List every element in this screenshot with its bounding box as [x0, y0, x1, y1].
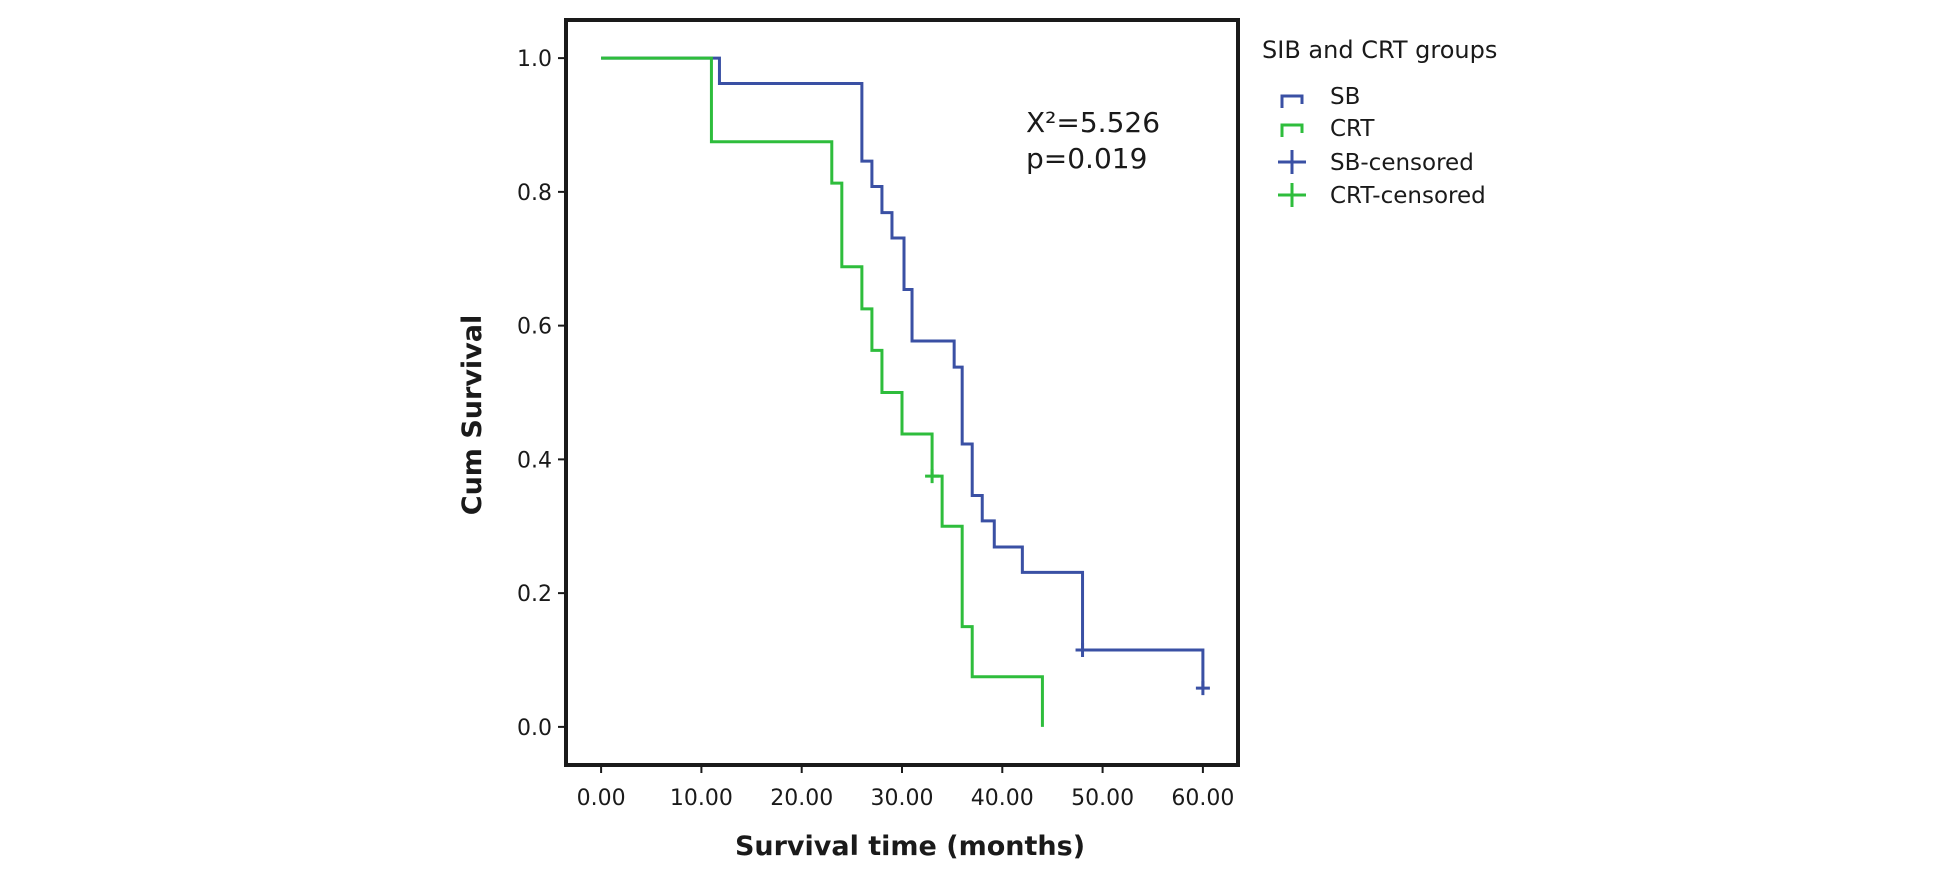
- y-tick-label: 0.2: [517, 582, 552, 607]
- x-tick-label: 30.00: [871, 786, 934, 811]
- y-axis-title: Cum Survival: [457, 315, 488, 515]
- x-tick-label: 20.00: [770, 786, 833, 811]
- legend-label-sb: SB: [1330, 84, 1360, 110]
- x-tick-label: 50.00: [1071, 786, 1134, 811]
- legend-label-crt-censored: CRT-censored: [1330, 183, 1486, 209]
- x-tick-label: 10.00: [670, 786, 733, 811]
- x-tick-label: 40.00: [971, 786, 1034, 811]
- chi-square-annotation: X²=5.526: [1026, 106, 1160, 139]
- legend-label-sb-censored: SB-censored: [1330, 150, 1474, 176]
- survival-curve-crt: [601, 56, 1044, 727]
- x-tick-label: 60.00: [1171, 786, 1234, 811]
- legend-sb-censored-marker: [1278, 150, 1306, 174]
- legend-sb-marker: [1280, 94, 1304, 108]
- censored-marker-sb: [1195, 681, 1210, 696]
- legend-label-crt: CRT: [1330, 116, 1375, 142]
- y-tick-label: 1.0: [517, 47, 552, 72]
- legend-title: SIB and CRT groups: [1262, 36, 1497, 64]
- x-tick-label: 0.00: [577, 786, 626, 811]
- y-tick-label: 0.8: [517, 181, 552, 206]
- survival-curve-sb: [601, 56, 1205, 689]
- legend-crt-censored-marker: [1278, 183, 1306, 207]
- censored-marker-crt: [925, 469, 940, 484]
- y-tick-label: 0.6: [517, 315, 552, 340]
- legend-crt-marker: [1280, 123, 1304, 137]
- axis-ticks: 0.00 10.00 20.00 30.00 40.00 50.00 60.00 0.0 0.2…: [517, 47, 1234, 811]
- p-value-annotation: p=0.019: [1026, 142, 1147, 175]
- censored-marker-sb: [1075, 642, 1090, 657]
- y-tick-label: 0.4: [517, 448, 552, 473]
- x-axis-title: Survival time (months): [735, 831, 1085, 862]
- series-layer: [601, 56, 1210, 727]
- legend: SIB and CRT groups SB CRT SB-censored CR…: [1262, 36, 1497, 209]
- y-tick-label: 0.0: [517, 716, 552, 741]
